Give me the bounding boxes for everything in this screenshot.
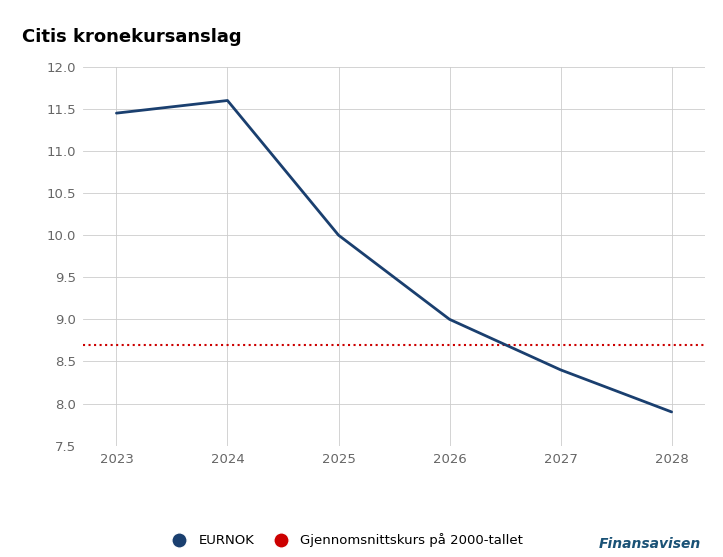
- Text: Citis kronekursanslag: Citis kronekursanslag: [22, 28, 241, 46]
- Legend: EURNOK, Gjennomsnittskurs på 2000-tallet: EURNOK, Gjennomsnittskurs på 2000-tallet: [160, 528, 529, 553]
- Text: Finansavisen: Finansavisen: [599, 538, 701, 551]
